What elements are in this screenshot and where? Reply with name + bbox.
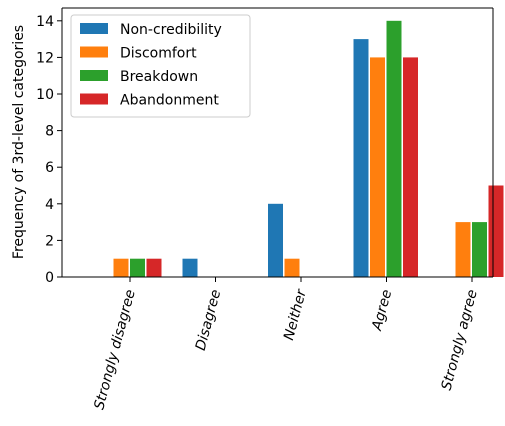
bar-discomfort-neither <box>284 258 300 277</box>
bars <box>113 20 504 278</box>
y-tick-label: 0 <box>45 270 54 286</box>
bar-breakdown-strongly-agree <box>472 222 487 277</box>
y-axis-title: Frequency of 3rd-level categories <box>11 25 27 259</box>
y-tick-label: 6 <box>45 160 54 176</box>
bar-abandonment-strongly-disagree <box>146 258 162 277</box>
x-tick-label: Strongly disagree <box>91 288 138 412</box>
x-ticks: Strongly disagree Disagree Neither Agree Str… <box>91 277 481 412</box>
bar-breakdown-strongly-disagree <box>130 258 145 277</box>
x-tick-label: Neither <box>281 287 310 342</box>
legend-swatch <box>80 23 108 34</box>
x-tick-label: Strongly agree <box>439 288 481 392</box>
x-tick-label: Agree <box>369 288 395 333</box>
bar-discomfort-agree <box>370 57 385 277</box>
bar-discomfort-strongly-disagree <box>113 258 129 277</box>
bar-non-credibility-agree <box>353 39 369 277</box>
legend-label: Abandonment <box>120 93 219 109</box>
y-tick-label: 8 <box>45 124 54 140</box>
y-ticks: 0 2 4 6 8 10 12 14 <box>36 14 62 286</box>
legend: Non-credibility Discomfort Breakdown Abando… <box>70 14 251 118</box>
legend-label: Breakdown <box>120 69 198 85</box>
bar-discomfort-strongly-agree <box>455 222 471 277</box>
bar-non-credibility-disagree <box>182 258 198 277</box>
legend-swatch <box>80 93 108 105</box>
axes <box>61 7 494 278</box>
legend-frame <box>70 14 251 118</box>
y-tick-label: 12 <box>36 50 54 66</box>
y-tick-label: 4 <box>45 197 54 213</box>
bar-abandonment-strongly-agree <box>488 185 504 277</box>
legend-label: Discomfort <box>120 46 197 62</box>
y-tick-label: 2 <box>45 233 54 249</box>
y-tick-label: 14 <box>36 14 54 30</box>
legend-swatch <box>80 70 108 81</box>
bar-non-credibility-neither <box>268 203 283 277</box>
legend-label: Non-credibility <box>120 22 222 38</box>
x-tick-label: Disagree <box>193 288 225 352</box>
y-tick-label: 10 <box>36 87 54 103</box>
bar-breakdown-agree <box>386 20 402 278</box>
bar-abandonment-agree <box>403 57 418 277</box>
legend-swatch <box>80 46 108 58</box>
